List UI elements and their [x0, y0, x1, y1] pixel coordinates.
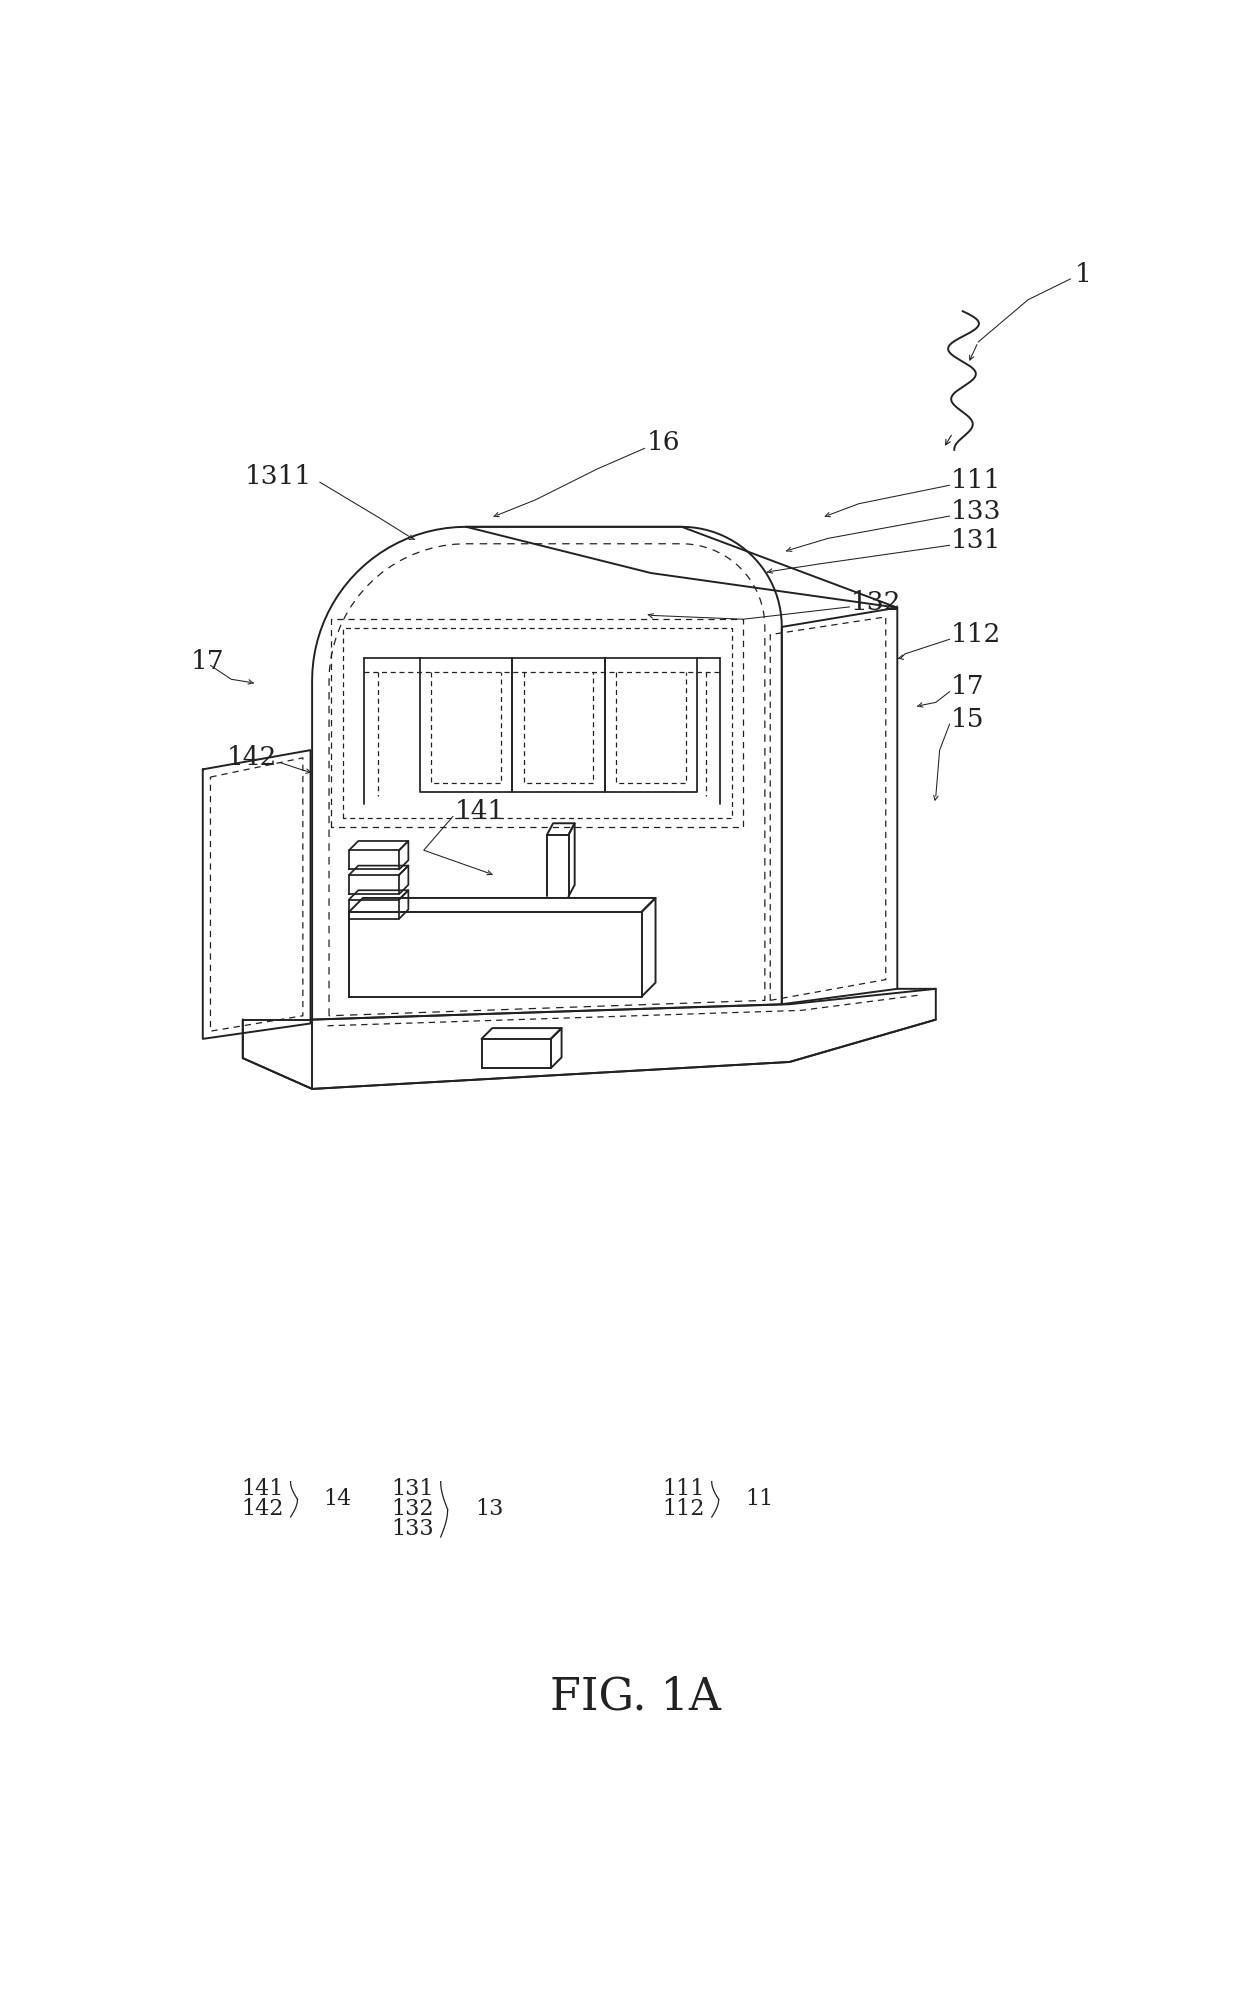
Text: 17: 17 [951, 675, 985, 700]
Text: 142: 142 [242, 1498, 284, 1520]
Text: 133: 133 [391, 1518, 434, 1540]
Text: 16: 16 [647, 429, 681, 456]
Text: 142: 142 [227, 746, 278, 770]
Text: 1311: 1311 [244, 464, 311, 490]
Text: 132: 132 [851, 591, 901, 615]
Text: 112: 112 [662, 1498, 704, 1520]
Text: 13: 13 [475, 1498, 503, 1520]
Text: 132: 132 [392, 1498, 434, 1520]
Text: 141: 141 [455, 798, 505, 825]
Text: 133: 133 [951, 498, 1002, 524]
Text: 11: 11 [745, 1488, 773, 1510]
Text: 112: 112 [951, 623, 1002, 647]
Text: 131: 131 [392, 1478, 434, 1500]
Text: 1: 1 [1074, 262, 1091, 286]
Text: 15: 15 [951, 708, 985, 732]
Text: 131: 131 [951, 528, 1002, 552]
Text: 141: 141 [242, 1478, 284, 1500]
Text: FIG. 1A: FIG. 1A [551, 1675, 720, 1720]
Text: 17: 17 [191, 649, 224, 673]
Text: 14: 14 [324, 1488, 352, 1510]
Text: 111: 111 [951, 468, 1002, 494]
Text: 111: 111 [662, 1478, 704, 1500]
